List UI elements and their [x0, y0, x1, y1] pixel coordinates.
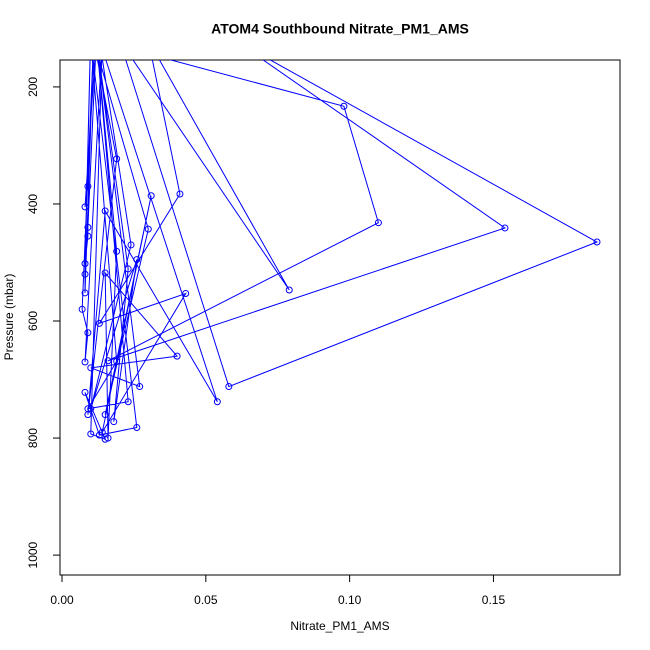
data-point [124, 265, 132, 273]
data-point [87, 430, 95, 438]
data-point [87, 364, 95, 372]
data-point [81, 260, 89, 268]
data-point [110, 418, 118, 426]
data-point [145, 37, 151, 43]
data-point [87, 405, 95, 413]
data-line [81, 60, 599, 441]
data-point [99, 37, 105, 43]
data-point [81, 358, 89, 366]
data-point [84, 405, 92, 413]
data-point [81, 270, 89, 278]
y-tick-label: 800 [26, 428, 40, 448]
data-point [88, 37, 94, 43]
plot-area [78, 25, 601, 443]
data-point [136, 383, 144, 391]
data-point [117, 37, 123, 43]
data-point [124, 398, 132, 406]
data-point [84, 232, 92, 240]
x-tick-label: 0.00 [50, 593, 74, 607]
y-tick-label: 1000 [26, 541, 40, 568]
data-point [340, 102, 348, 110]
data-point [94, 37, 100, 43]
data-point [173, 352, 181, 360]
data-point [96, 37, 102, 43]
x-axis-label: Nitrate_PM1_AMS [290, 619, 389, 633]
data-point [374, 219, 382, 227]
data-point [147, 192, 155, 200]
x-tick-label: 0.05 [194, 593, 218, 607]
y-tick-label: 600 [26, 311, 40, 331]
data-point [113, 155, 121, 163]
x-tick-label: 0.10 [338, 593, 362, 607]
data-point [101, 411, 109, 419]
data-point [84, 223, 92, 231]
data-point [232, 37, 238, 43]
data-point [84, 329, 92, 337]
data-point [593, 238, 601, 246]
data-point [113, 247, 121, 255]
data-point [101, 207, 109, 215]
x-tick-label: 0.15 [482, 593, 506, 607]
data-point [101, 269, 109, 277]
y-tick-label: 200 [26, 77, 40, 97]
data-point [81, 203, 89, 211]
chart-title: ATOM4 Southbound Nitrate_PM1_AMS [211, 21, 469, 37]
data-point [182, 290, 190, 298]
data-point [213, 398, 221, 406]
data-point [113, 357, 121, 365]
data-point [104, 357, 112, 365]
data-point [144, 225, 152, 233]
data-point [95, 319, 103, 327]
data-point [91, 37, 97, 43]
data-point [127, 241, 135, 249]
y-axis-label: Pressure (mbar) [2, 274, 16, 361]
data-point [81, 388, 89, 396]
data-point [501, 224, 509, 232]
data-point [101, 435, 109, 443]
data-point [81, 289, 89, 297]
data-point [94, 37, 100, 43]
data-point [225, 383, 233, 391]
data-point [95, 431, 103, 439]
data-point [88, 25, 94, 31]
data-point [94, 37, 100, 43]
data-point [133, 256, 141, 264]
y-tick-label: 400 [26, 194, 40, 214]
data-point [285, 286, 293, 294]
data-point [176, 190, 184, 198]
data-point [91, 37, 97, 43]
data-point [133, 424, 141, 432]
data-point [78, 305, 86, 313]
data-point [94, 31, 100, 37]
data-point [91, 43, 97, 49]
data-point [84, 182, 92, 190]
